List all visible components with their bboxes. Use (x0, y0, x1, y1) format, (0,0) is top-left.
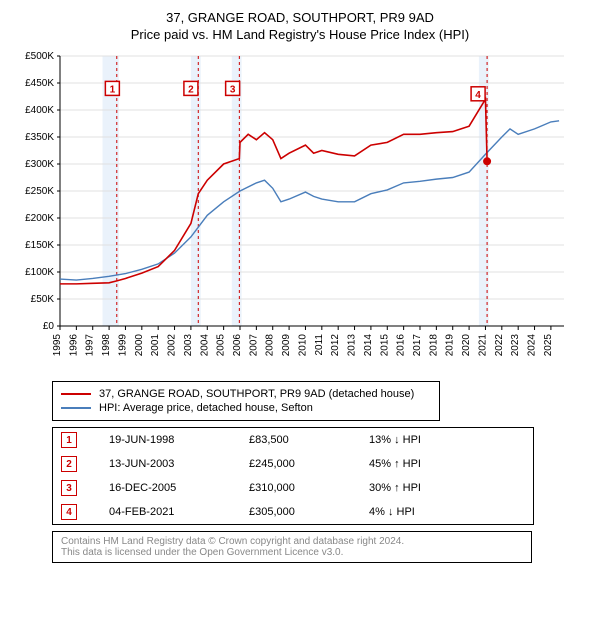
transaction-price: £83,500 (249, 434, 369, 446)
marker-badge: 1 (61, 432, 77, 448)
transaction-date: 19-JUN-1998 (109, 434, 249, 446)
attribution-line: This data is licensed under the Open Gov… (61, 547, 523, 558)
price-chart: £0 £50K £100K £150K £200K £250K £300K £350K £400… (12, 50, 588, 375)
svg-text:2023: 2023 (510, 334, 521, 357)
svg-text:2019: 2019 (445, 334, 456, 357)
marker-badge: 2 (61, 456, 77, 472)
svg-text:£250K: £250K (25, 186, 54, 197)
marker-badge: 3 (61, 480, 77, 496)
svg-text:£350K: £350K (25, 132, 54, 143)
transaction-date: 04-FEB-2021 (109, 506, 249, 518)
svg-text:1996: 1996 (68, 334, 79, 357)
svg-text:2018: 2018 (428, 334, 439, 357)
legend-swatch (61, 407, 91, 409)
svg-text:2012: 2012 (330, 334, 341, 357)
attribution: Contains HM Land Registry data © Crown c… (52, 531, 532, 563)
legend-label: HPI: Average price, detached house, Seft… (99, 402, 313, 414)
svg-text:2022: 2022 (494, 334, 505, 357)
attribution-line: Contains HM Land Registry data © Crown c… (61, 536, 523, 547)
svg-text:2016: 2016 (396, 334, 407, 357)
svg-text:2025: 2025 (543, 334, 554, 357)
transaction-price: £305,000 (249, 506, 369, 518)
page-title: 37, GRANGE ROAD, SOUTHPORT, PR9 9AD (12, 10, 588, 25)
svg-text:2015: 2015 (379, 334, 390, 357)
legend-swatch (61, 393, 91, 395)
svg-text:2017: 2017 (412, 334, 423, 357)
svg-text:2003: 2003 (183, 334, 194, 357)
svg-text:3: 3 (230, 84, 236, 95)
svg-text:£450K: £450K (25, 78, 54, 89)
transaction-hpi: 30% ↑ HPI (369, 482, 489, 494)
svg-text:2014: 2014 (363, 334, 374, 357)
page-subtitle: Price paid vs. HM Land Registry's House … (12, 27, 588, 42)
svg-text:2013: 2013 (347, 334, 358, 357)
legend-label: 37, GRANGE ROAD, SOUTHPORT, PR9 9AD (det… (99, 388, 414, 400)
svg-text:£200K: £200K (25, 213, 54, 224)
transaction-price: £245,000 (249, 458, 369, 470)
table-row: 3 16-DEC-2005£310,00030% ↑ HPI (53, 476, 533, 500)
transaction-hpi: 4% ↓ HPI (369, 506, 489, 518)
svg-text:4: 4 (475, 90, 481, 101)
svg-text:2024: 2024 (527, 334, 538, 357)
marker-badge: 4 (61, 504, 77, 520)
svg-text:2011: 2011 (314, 334, 325, 356)
svg-text:2001: 2001 (150, 334, 161, 357)
transaction-date: 13-JUN-2003 (109, 458, 249, 470)
svg-text:2021: 2021 (477, 334, 488, 357)
transaction-date: 16-DEC-2005 (109, 482, 249, 494)
svg-text:1997: 1997 (85, 334, 96, 357)
svg-text:2000: 2000 (134, 334, 145, 357)
transaction-hpi: 45% ↑ HPI (369, 458, 489, 470)
table-row: 1 19-JUN-1998£83,50013% ↓ HPI (53, 428, 533, 452)
svg-text:2008: 2008 (265, 334, 276, 357)
svg-text:2: 2 (188, 84, 194, 95)
table-row: 2 13-JUN-2003£245,00045% ↑ HPI (53, 452, 533, 476)
legend: 37, GRANGE ROAD, SOUTHPORT, PR9 9AD (det… (52, 381, 440, 421)
svg-text:2010: 2010 (297, 334, 308, 357)
svg-text:£500K: £500K (25, 51, 54, 62)
transaction-hpi: 13% ↓ HPI (369, 434, 489, 446)
legend-item: HPI: Average price, detached house, Seft… (61, 402, 431, 414)
svg-text:2004: 2004 (199, 334, 210, 357)
svg-text:1998: 1998 (101, 334, 112, 357)
legend-item: 37, GRANGE ROAD, SOUTHPORT, PR9 9AD (det… (61, 388, 431, 400)
svg-text:2020: 2020 (461, 334, 472, 357)
svg-text:£50K: £50K (31, 294, 55, 305)
svg-text:£0: £0 (43, 321, 55, 332)
svg-text:1: 1 (110, 84, 116, 95)
svg-text:2002: 2002 (167, 334, 178, 357)
svg-text:£400K: £400K (25, 105, 54, 116)
svg-text:£150K: £150K (25, 240, 54, 251)
svg-text:2006: 2006 (232, 334, 243, 357)
transactions-table: 1 19-JUN-1998£83,50013% ↓ HPI 2 13-JUN-2003… (52, 427, 534, 525)
svg-text:1999: 1999 (117, 334, 128, 357)
svg-text:2005: 2005 (216, 334, 227, 357)
svg-text:2007: 2007 (248, 334, 259, 357)
svg-text:1995: 1995 (52, 334, 63, 357)
table-row: 4 04-FEB-2021£305,0004% ↓ HPI (53, 500, 533, 524)
transaction-price: £310,000 (249, 482, 369, 494)
svg-text:£300K: £300K (25, 159, 54, 170)
svg-text:£100K: £100K (25, 267, 54, 278)
svg-text:2009: 2009 (281, 334, 292, 357)
